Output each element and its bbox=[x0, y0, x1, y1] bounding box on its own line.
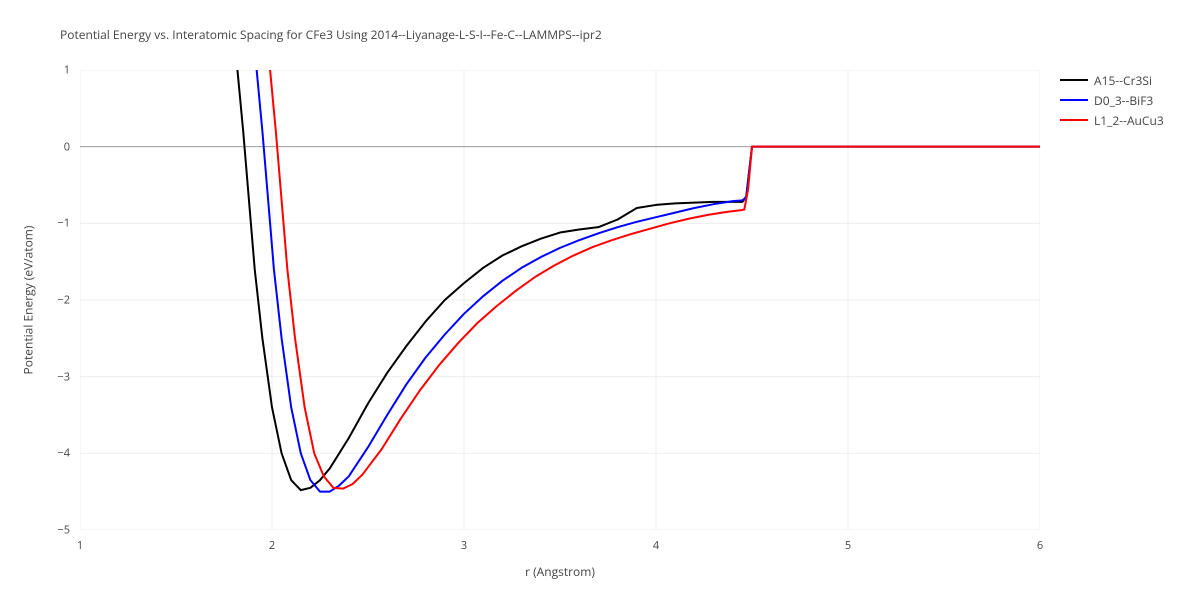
chart-container: Potential Energy vs. Interatomic Spacing… bbox=[0, 0, 1200, 600]
y-tick-label: 0 bbox=[64, 139, 70, 154]
y-tick-label: −1 bbox=[57, 216, 70, 231]
legend: A15--Cr3Si D0_3--BiF3 L1_2--AuCu3 bbox=[1060, 70, 1164, 130]
x-axis-label: r (Angstrom) bbox=[525, 563, 595, 580]
x-tick-label: 3 bbox=[461, 538, 467, 553]
legend-swatch bbox=[1060, 119, 1088, 121]
plot-area bbox=[80, 70, 1040, 530]
y-axis-label: Potential Energy (eV/atom) bbox=[20, 226, 37, 375]
y-tick-label: −5 bbox=[57, 523, 70, 538]
y-tick-label: 1 bbox=[64, 63, 70, 78]
y-tick-label: −3 bbox=[57, 369, 70, 384]
x-tick-label: 1 bbox=[77, 538, 83, 553]
x-tick-label: 6 bbox=[1037, 538, 1043, 553]
legend-label: D0_3--BiF3 bbox=[1094, 92, 1153, 109]
legend-item[interactable]: L1_2--AuCu3 bbox=[1060, 110, 1164, 130]
y-tick-label: −4 bbox=[57, 446, 70, 461]
legend-swatch bbox=[1060, 99, 1088, 101]
chart-title: Potential Energy vs. Interatomic Spacing… bbox=[60, 26, 602, 43]
x-tick-label: 4 bbox=[653, 538, 659, 553]
y-tick-label: −2 bbox=[57, 293, 70, 308]
legend-label: L1_2--AuCu3 bbox=[1094, 112, 1164, 129]
legend-swatch bbox=[1060, 79, 1088, 81]
x-tick-label: 2 bbox=[269, 538, 275, 553]
legend-item[interactable]: D0_3--BiF3 bbox=[1060, 90, 1164, 110]
legend-label: A15--Cr3Si bbox=[1094, 72, 1152, 89]
x-tick-label: 5 bbox=[845, 538, 851, 553]
legend-item[interactable]: A15--Cr3Si bbox=[1060, 70, 1164, 90]
